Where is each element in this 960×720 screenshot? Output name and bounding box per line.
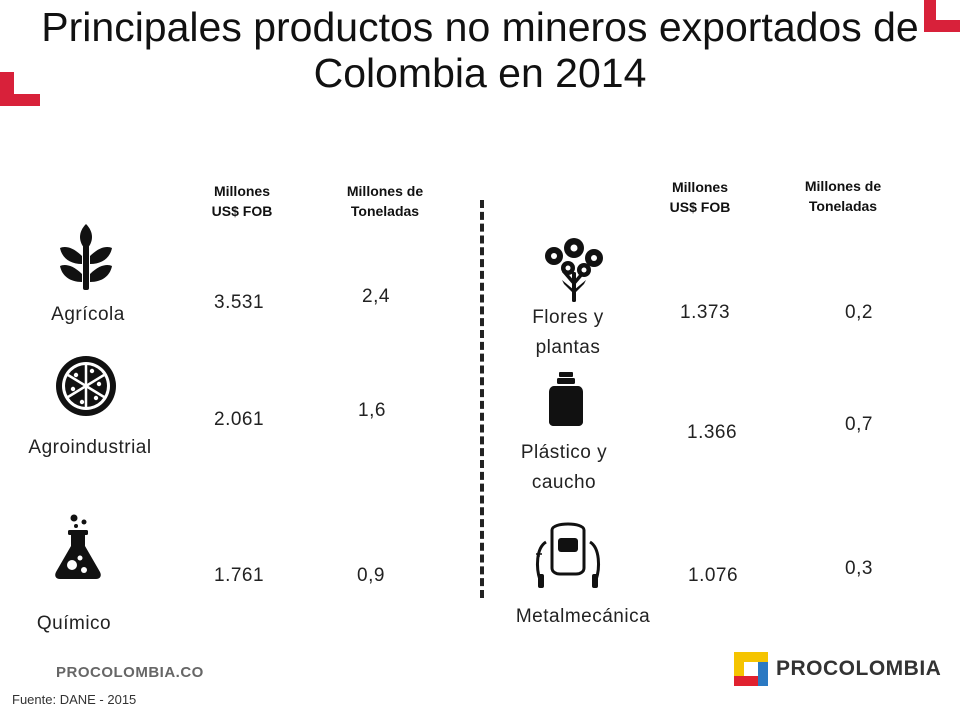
category-agricola: Agrícola [51,304,125,325]
procolombia-brand: PROCOLOMBIA [776,657,942,680]
value-plastico: 1.366 [687,422,738,443]
plant-icon [60,224,112,290]
pizza-icon [56,356,116,416]
procolombia-logo-icon [734,652,768,686]
header-volume-right: Millones de Toneladas [804,178,882,214]
volume-flores: 0,2 [845,302,873,323]
source-note: Fuente: DANE - 2015 [12,692,137,707]
volume-metalmecanica: 0,3 [845,558,873,579]
value-quimico: 1.761 [214,565,265,586]
corner-mark-left [0,72,40,106]
page-title: Principales productos no mineros exporta… [0,4,960,96]
category-agroindustrial: Agroindustrial [28,437,152,458]
volume-agroindustrial: 1,6 [358,400,386,421]
header-value-right: Millones US$ FOB [669,179,731,215]
bottle-icon [549,372,583,426]
column-divider [480,200,484,598]
title-line-1: Principales productos no mineros exporta… [41,4,919,50]
category-metalmecanica: Metalmecánica [515,606,651,627]
value-flores: 1.373 [680,302,731,323]
corner-mark-right [924,0,960,32]
value-agricola: 3.531 [214,292,265,313]
header-volume-left: Millones de Toneladas [346,183,424,219]
value-agroindustrial: 2.061 [214,409,265,430]
volume-plastico: 0,7 [845,414,873,435]
footer-website: PROCOLOMBIA.CO [56,664,204,681]
welder-icon [536,522,600,588]
flask-icon [55,514,101,579]
flowers-icon [545,238,603,302]
title-line-2: Colombia en 2014 [313,50,647,96]
header-value-left: Millones US$ FOB [211,183,273,219]
category-plastico: Plástico y caucho [520,442,608,493]
category-flores: Flores y plantas [532,307,604,358]
category-quimico: Químico [36,613,112,634]
volume-quimico: 0,9 [357,565,385,586]
volume-agricola: 2,4 [362,286,390,307]
value-metalmecanica: 1.076 [688,565,739,586]
